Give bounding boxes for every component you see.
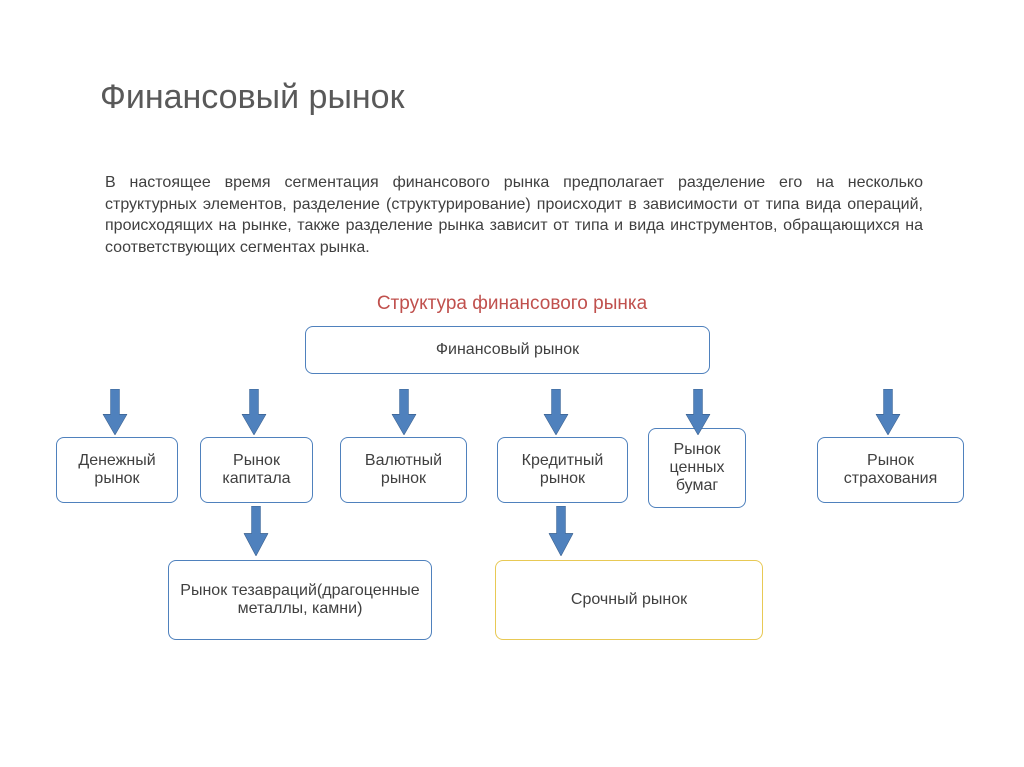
- node-label: Рынок страхования: [824, 452, 957, 488]
- arrow-root-to-money: [100, 389, 130, 435]
- node-label: Валютный рынок: [347, 452, 460, 488]
- diagram-title: Структура финансового рынка: [312, 293, 712, 315]
- node-label: Рынок ценных бумаг: [655, 441, 739, 495]
- node-fx: Валютный рынок: [340, 437, 467, 503]
- page-title: Финансовый рынок: [100, 78, 404, 117]
- node-credit: Кредитный рынок: [497, 437, 628, 503]
- arrow-root-to-insur: [873, 389, 903, 435]
- node-money: Денежный рынок: [56, 437, 178, 503]
- arrow-capital-to-thez: [241, 506, 271, 556]
- node-capital: Рынок капитала: [200, 437, 313, 503]
- intro-paragraph: В настоящее время сегментация финансовог…: [105, 172, 923, 258]
- arrow-root-to-fx: [389, 389, 419, 435]
- node-label: Финансовый рынок: [436, 341, 579, 359]
- arrow-credit-to-deriv: [546, 506, 576, 556]
- node-thesaurus: Рынок тезавраций(драгоценные металлы, ка…: [168, 560, 432, 640]
- node-stock: Рынок ценных бумаг: [648, 428, 746, 508]
- node-label: Рынок тезавраций(драгоценные металлы, ка…: [175, 582, 425, 618]
- node-insurance: Рынок страхования: [817, 437, 964, 503]
- slide: Финансовый рынок В настоящее время сегме…: [0, 0, 1024, 767]
- arrow-root-to-credit: [541, 389, 571, 435]
- arrow-root-to-capital: [239, 389, 269, 435]
- arrow-root-to-stock: [683, 389, 713, 435]
- node-label: Денежный рынок: [63, 452, 171, 488]
- node-label: Рынок капитала: [207, 452, 306, 488]
- node-label: Кредитный рынок: [504, 452, 621, 488]
- node-root: Финансовый рынок: [305, 326, 710, 374]
- node-derivatives: Срочный рынок: [495, 560, 763, 640]
- node-label: Срочный рынок: [571, 591, 687, 609]
